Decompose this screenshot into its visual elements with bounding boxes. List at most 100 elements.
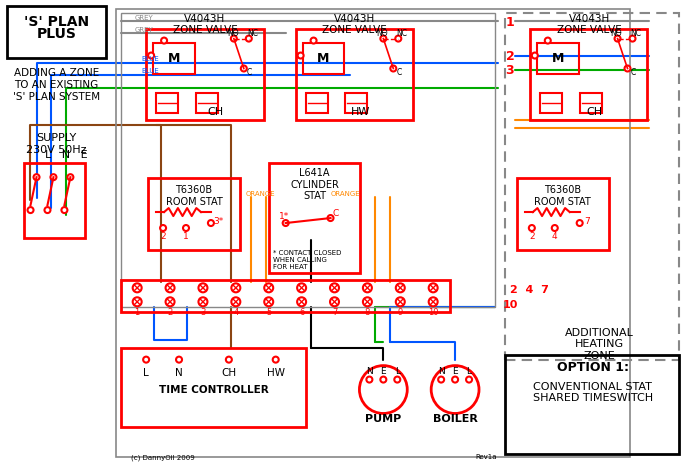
Circle shape [366,377,373,382]
Text: 1: 1 [135,308,140,317]
Text: 3: 3 [506,64,514,77]
Text: L641A
CYLINDER
STAT: L641A CYLINDER STAT [290,168,339,201]
Text: 'S' PLAN: 'S' PLAN [24,15,89,29]
Bar [116,9,629,457]
Text: NC: NC [396,29,407,38]
Circle shape [363,283,372,292]
Text: ADDING A ZONE
TO AN EXISTING
'S' PLAN SYSTEM: ADDING A ZONE TO AN EXISTING 'S' PLAN SY… [13,68,100,102]
Circle shape [226,357,232,363]
Bar [121,280,450,312]
Circle shape [143,357,149,363]
Circle shape [529,225,535,231]
Circle shape [231,297,240,306]
Bar [517,178,609,250]
Circle shape [68,174,73,180]
Circle shape [297,297,306,306]
Bar [530,29,647,120]
Circle shape [545,37,551,44]
Circle shape [297,283,306,292]
Circle shape [28,207,34,213]
Text: L   N   E: L N E [46,150,88,160]
Bar [306,94,328,113]
Text: GREY: GREY [134,15,153,21]
Circle shape [380,377,386,382]
Text: 1*: 1* [279,212,289,220]
Text: C: C [333,209,339,218]
Bar [303,43,344,74]
Circle shape [132,297,141,306]
Text: NO: NO [227,29,239,38]
Circle shape [246,36,252,42]
Circle shape [50,174,57,180]
Circle shape [183,225,189,231]
Circle shape [328,215,333,221]
Bar [196,94,218,113]
Circle shape [452,377,458,382]
Circle shape [297,52,304,58]
Text: HW: HW [267,367,285,378]
Circle shape [428,297,437,306]
Text: BOILER: BOILER [433,415,477,424]
Text: T6360B
ROOM STAT: T6360B ROOM STAT [534,185,591,207]
Circle shape [396,297,405,306]
Text: M: M [551,52,564,65]
Text: V4043H
ZONE VALVE: V4043H ZONE VALVE [172,14,237,35]
Circle shape [395,36,402,42]
Circle shape [396,283,405,292]
Circle shape [380,36,386,42]
Circle shape [199,297,208,306]
Text: BLUE: BLUE [141,56,159,61]
Circle shape [363,297,372,306]
Text: CH: CH [221,367,237,378]
Circle shape [264,297,273,306]
Circle shape [577,220,582,226]
Text: CONVENTIONAL STAT
SHARED TIMESWITCH: CONVENTIONAL STAT SHARED TIMESWITCH [533,382,653,403]
Text: 8: 8 [365,308,370,317]
Circle shape [199,283,208,292]
Text: GREY: GREY [134,27,153,33]
Text: M: M [168,52,180,65]
Text: N: N [437,367,444,376]
Circle shape [330,297,339,306]
Circle shape [330,283,339,292]
Text: 10: 10 [428,308,438,317]
Circle shape [231,36,237,42]
Circle shape [166,297,175,306]
Bar [23,163,86,238]
Text: 3: 3 [200,308,206,317]
Text: 4: 4 [233,308,239,317]
Circle shape [615,36,620,42]
Circle shape [264,283,273,292]
Bar [268,163,360,273]
Text: PUMP: PUMP [365,415,402,424]
Circle shape [431,366,479,413]
Text: L: L [144,367,149,378]
Text: NC: NC [631,29,642,38]
Text: 4: 4 [552,233,558,241]
Text: 10: 10 [502,300,518,310]
Bar [505,13,680,359]
Text: C: C [247,68,252,77]
Text: Rev1a: Rev1a [475,454,497,461]
Circle shape [624,66,631,72]
Text: L: L [395,367,400,376]
Circle shape [391,66,396,72]
Circle shape [273,357,279,363]
Circle shape [231,283,240,292]
Bar [156,94,178,113]
Text: 5: 5 [266,308,271,317]
Circle shape [552,225,558,231]
Bar [580,94,602,113]
Text: 7: 7 [584,217,589,226]
Bar [537,43,579,74]
Bar [148,178,240,250]
Text: V4043H
ZONE VALVE: V4043H ZONE VALVE [322,14,387,35]
Text: ORANGE: ORANGE [331,191,360,197]
Bar [346,94,367,113]
Text: OPTION 1:: OPTION 1: [557,361,629,374]
Text: HW: HW [351,107,370,117]
Text: ADDITIONAL
HEATING
ZONE: ADDITIONAL HEATING ZONE [565,328,634,361]
Circle shape [428,283,437,292]
Text: 1: 1 [183,233,189,241]
Circle shape [166,283,175,292]
